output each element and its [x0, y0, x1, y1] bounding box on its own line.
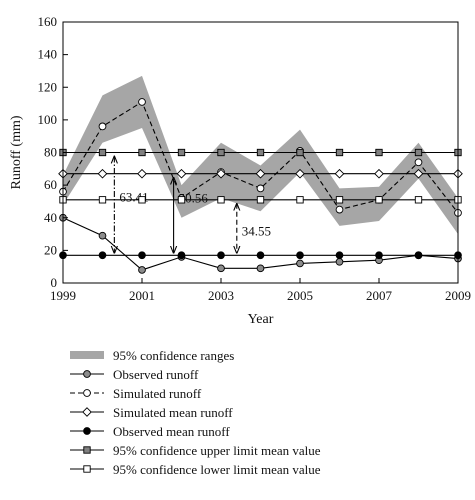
point-s3-2002: [177, 251, 186, 260]
point-s0-2006: [335, 257, 344, 266]
point-s0-2001: [138, 266, 146, 274]
point-s1-2008: [414, 158, 423, 167]
point-s2-2008: [413, 168, 424, 179]
legend-label-band: 95% confidence ranges: [113, 348, 234, 363]
point-s5-2004: [256, 196, 265, 204]
point-s3-2003: [217, 251, 225, 260]
confidence-band-layer: [63, 75, 458, 235]
legend-marker-2: [82, 407, 92, 417]
point-s5-2008: [414, 196, 423, 204]
x-tick-label-2009: 2009: [445, 288, 471, 303]
x-tick-label-2007: 2007: [366, 288, 393, 303]
point-s2-2007: [374, 168, 384, 179]
axes-layer: 1999 2001 2003 2005 2007 2009 0 20 40 60 80 100 120 1…: [9, 14, 471, 327]
legend-marker-5: [83, 465, 91, 473]
point-s3-2004: [256, 251, 265, 260]
point-s1-2004: [256, 184, 265, 193]
y-tick-label-80: 80: [44, 145, 57, 160]
point-s2-2004: [255, 168, 266, 179]
legend-marker-4: [83, 446, 91, 454]
point-s4-2000: [98, 148, 107, 157]
point-s1-2006: [335, 205, 344, 214]
point-s2-2003: [216, 168, 226, 179]
legend-marker-0: [83, 370, 91, 378]
point-s3-2007: [375, 251, 383, 260]
point-s0-2004: [256, 264, 265, 273]
point-s4-2006: [335, 148, 344, 157]
point-s5-2003: [217, 196, 225, 204]
point-s5-2000: [98, 196, 107, 204]
point-s4-2004: [256, 148, 265, 157]
point-s4-2008: [414, 148, 423, 157]
legend-label-4: 95% confidence upper limit mean value: [113, 443, 321, 458]
point-s1-2000: [98, 122, 107, 131]
y-tick-label-0: 0: [51, 275, 58, 290]
point-s5-2001: [138, 196, 146, 204]
point-s1-2001: [138, 98, 146, 106]
point-s3-2006: [335, 251, 344, 260]
x-tick-label-2003: 2003: [208, 288, 234, 303]
point-s2-2002: [176, 168, 187, 179]
point-s2-2006: [334, 168, 345, 179]
legend-marker-3: [83, 427, 91, 435]
point-s0-2003: [217, 264, 225, 273]
confidence-band: [63, 75, 458, 235]
point-s4-2005: [296, 148, 304, 157]
point-s4-2002: [177, 148, 186, 157]
annotation-label-1: 50.56: [179, 190, 209, 205]
legend-label-1: Simulated runoff: [113, 386, 202, 401]
y-tick-label-140: 140: [38, 47, 58, 62]
x-axis-title: Year: [248, 312, 274, 327]
x-tick-label-2005: 2005: [287, 288, 313, 303]
point-s2-2001: [137, 168, 147, 179]
point-s5-2007: [375, 196, 383, 204]
y-tick-label-120: 120: [38, 79, 58, 94]
y-axis-title: Runoff (mm): [9, 115, 24, 189]
y-tick-label-40: 40: [44, 210, 57, 225]
point-s2-2005: [295, 168, 305, 179]
point-s5-2005: [296, 196, 304, 204]
y-tick-label-20: 20: [44, 242, 57, 257]
legend-label-3: Observed mean runoff: [113, 424, 230, 439]
point-s3-2008: [414, 251, 423, 260]
point-s5-2002: [177, 196, 186, 204]
x-tick-label-2001: 2001: [129, 288, 155, 303]
series-lines-layer: [62, 101, 459, 271]
point-s5-2006: [335, 196, 344, 204]
point-s2-2000: [97, 168, 108, 179]
legend-label-5: 95% confidence lower limit mean value: [113, 462, 321, 477]
point-s3-2001: [138, 251, 146, 260]
y-tick-label-160: 160: [38, 14, 58, 29]
point-s0-2000: [98, 231, 107, 240]
point-s0-2005: [296, 259, 304, 268]
point-s3-2000: [98, 251, 107, 260]
x-tick-label-1999: 1999: [50, 288, 76, 303]
legend-label-2: Simulated mean runoff: [113, 405, 233, 420]
point-s4-2003: [217, 148, 225, 157]
legend-marker-1: [83, 389, 91, 397]
y-tick-label-100: 100: [38, 112, 58, 127]
point-s4-2001: [138, 148, 146, 157]
y-tick-label-60: 60: [44, 177, 57, 192]
point-s4-2007: [375, 148, 383, 157]
legend-swatch-band: [70, 351, 104, 359]
point-s3-2005: [296, 251, 304, 260]
annotation-label-2: 34.55: [242, 223, 271, 238]
legend: 95% confidence ranges Observed runoff Simu…: [70, 348, 321, 477]
legend-label-0: Observed runoff: [113, 367, 199, 382]
